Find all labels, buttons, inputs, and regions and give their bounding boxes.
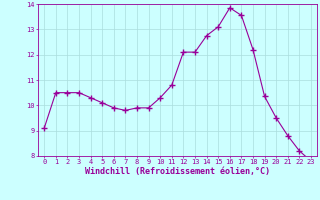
X-axis label: Windchill (Refroidissement éolien,°C): Windchill (Refroidissement éolien,°C) [85, 167, 270, 176]
